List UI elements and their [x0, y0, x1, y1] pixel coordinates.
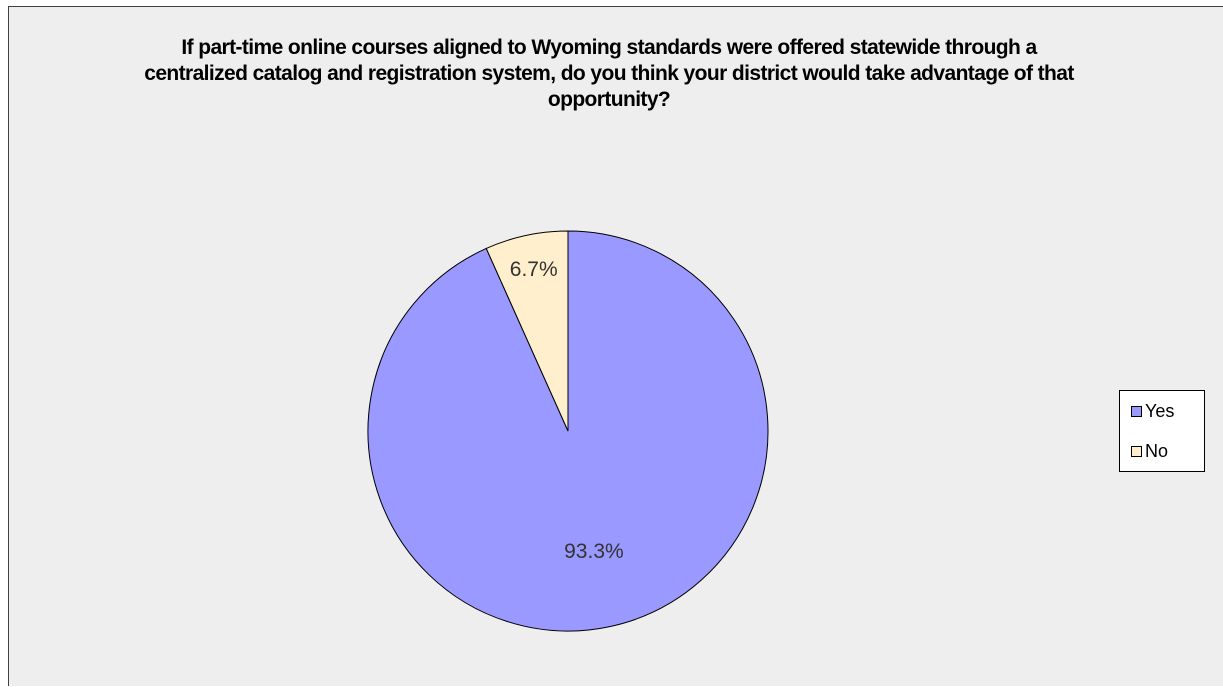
legend-label-no: No — [1145, 440, 1169, 461]
legend-swatch-no — [1131, 445, 1142, 457]
data-label-no: 6.7% — [510, 258, 558, 281]
legend: Yes No — [1119, 390, 1205, 472]
legend-item-no: No — [1131, 441, 1204, 461]
pie-slice-no — [485, 230, 569, 432]
legend-item-yes: Yes — [1131, 401, 1204, 421]
data-label-yes: 93.3% — [564, 540, 624, 563]
chart-area: If part-time online courses aligned to W… — [8, 6, 1223, 686]
chart-title: If part-time online courses aligned to W… — [144, 36, 1074, 111]
pie-chart: 93.3% 6.7% — [367, 230, 769, 632]
legend-label-yes: Yes — [1145, 400, 1175, 421]
legend-swatch-yes — [1131, 405, 1142, 417]
